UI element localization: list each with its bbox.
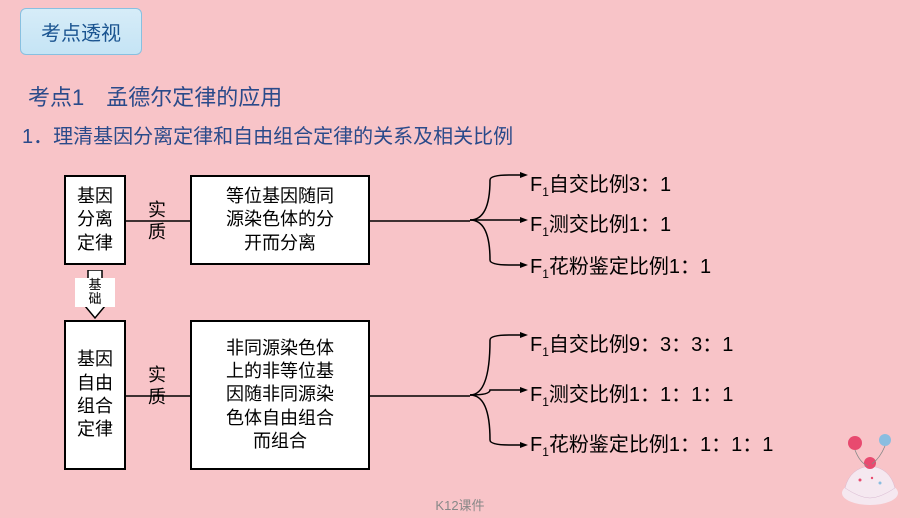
basis-label: 基础 [75, 278, 115, 307]
connector-nature2-to-fan [370, 395, 470, 397]
outcome-2-2: F1测交比例1：1：1：1 [530, 378, 733, 409]
law1-box: 基因分离定律 [64, 175, 126, 265]
fan-out-1 [470, 175, 530, 265]
outcome-1-2: F1测交比例1：1 [530, 208, 671, 239]
nature2-box: 非同源染色体上的非等位基因随非同源染色体自由组合而组合 [190, 320, 370, 470]
sub-heading: 1．理清基因分离定律和自由组合定律的关系及相关比例 [22, 120, 513, 149]
nature2-text: 非同源染色体上的非等位基因随非同源染色体自由组合而组合 [226, 337, 334, 454]
law1-name: 基因分离定律 [77, 185, 113, 255]
nature1-text: 等位基因随同源染色体的分开而分离 [226, 185, 334, 255]
perspective-badge: 考点透视 [20, 8, 142, 55]
connector-nature1-to-fan [370, 220, 470, 222]
footer-label: K12课件 [0, 495, 920, 514]
cupcake-decoration-icon [830, 428, 910, 508]
law2-name: 基因自由组合定律 [77, 348, 113, 442]
outcome-2-3: F1花粉鉴定比例1：1：1：1 [530, 428, 773, 459]
fan-out-2 [470, 335, 530, 455]
nature1-box: 等位基因随同源染色体的分开而分离 [190, 175, 370, 265]
essence-label-1: 实质 [145, 200, 169, 243]
outcome-1-3: F1花粉鉴定比例1：1 [530, 250, 711, 281]
essence-label-2: 实质 [145, 365, 169, 408]
outcome-1-1: F1自交比例3：1 [530, 168, 671, 199]
law2-box: 基因自由组合定律 [64, 320, 126, 470]
section-heading: 考点1 孟德尔定律的应用 [28, 80, 282, 112]
outcome-2-1: F1自交比例9：3：3：1 [530, 328, 733, 359]
